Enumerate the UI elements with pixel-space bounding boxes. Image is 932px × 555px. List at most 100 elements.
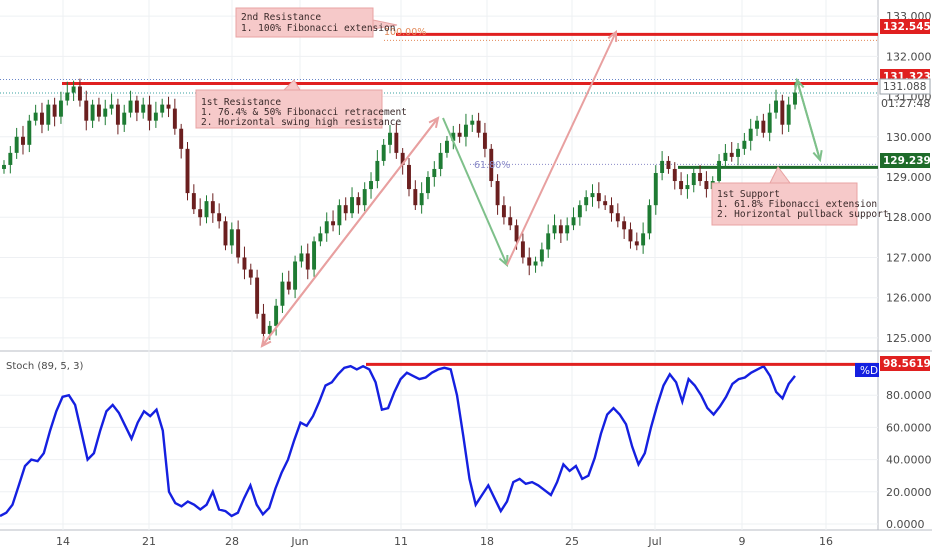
candle bbox=[596, 182, 601, 209]
level-tag-132545-text: 132.545 bbox=[883, 21, 931, 33]
price-tick-label: 129.000 bbox=[886, 171, 932, 184]
candle bbox=[400, 148, 405, 175]
candle bbox=[52, 97, 57, 127]
candle bbox=[337, 199, 342, 235]
stoch-title: Stoch (89, 5, 3) bbox=[6, 361, 83, 372]
candle bbox=[622, 216, 627, 239]
stochastic-panel bbox=[0, 362, 878, 518]
candle bbox=[647, 199, 652, 240]
candle bbox=[280, 272, 285, 313]
candle bbox=[21, 125, 25, 155]
candle bbox=[634, 232, 639, 251]
price-tick-label: 127.000 bbox=[886, 251, 932, 264]
candle bbox=[571, 207, 576, 231]
candle bbox=[318, 226, 323, 247]
candle bbox=[603, 195, 608, 210]
candle bbox=[58, 91, 63, 124]
candle bbox=[388, 124, 392, 154]
candle bbox=[729, 142, 734, 162]
annotation-1st-resistance-title: 1st Resistance bbox=[201, 97, 281, 108]
candle bbox=[210, 193, 215, 223]
candle bbox=[191, 184, 196, 215]
price-tick-label: 128.000 bbox=[886, 211, 932, 224]
candle bbox=[666, 156, 671, 174]
price-tick-label: 125.000 bbox=[886, 332, 932, 345]
annotation-1st-support-line2: 2. Horizontal pullback support bbox=[717, 209, 889, 220]
candle bbox=[198, 198, 203, 226]
candle bbox=[160, 98, 165, 118]
annotation-2nd-resistance-line1: 1. 100% Fibonacci extension bbox=[241, 23, 395, 34]
candle bbox=[723, 144, 728, 169]
candle bbox=[134, 95, 139, 122]
candle bbox=[476, 112, 481, 138]
candle bbox=[96, 97, 101, 122]
price-tick-label: 126.000 bbox=[886, 292, 932, 305]
candle bbox=[84, 90, 89, 131]
candlesticks bbox=[2, 78, 797, 343]
annotation-1st-support-title: 1st Support bbox=[717, 189, 780, 200]
candle bbox=[71, 80, 76, 101]
candle bbox=[115, 98, 120, 135]
candle bbox=[356, 192, 361, 214]
candle bbox=[698, 165, 703, 186]
candle bbox=[426, 171, 430, 200]
time-tick-label: 9 bbox=[739, 535, 746, 548]
annotation-2nd-resistance-title: 2nd Resistance bbox=[241, 12, 321, 23]
candle bbox=[128, 90, 133, 118]
candle bbox=[774, 89, 778, 119]
candle bbox=[109, 93, 114, 115]
time-tick-label: Jun bbox=[290, 535, 308, 548]
candle bbox=[255, 269, 260, 319]
candle bbox=[362, 182, 367, 212]
candle bbox=[375, 150, 380, 189]
price-tick-label: 132.000 bbox=[886, 50, 932, 63]
level-lines bbox=[0, 32, 878, 169]
candle bbox=[369, 172, 373, 199]
candle bbox=[419, 182, 424, 214]
candle bbox=[40, 102, 44, 134]
candle bbox=[653, 165, 658, 215]
candle bbox=[179, 123, 184, 159]
level-tag-129239: 129.239 bbox=[880, 153, 931, 168]
candle bbox=[90, 99, 95, 128]
fib-label-100: 100.00% bbox=[384, 27, 426, 38]
candle bbox=[46, 99, 51, 131]
stoch-tick-label: 40.0000 bbox=[886, 454, 932, 467]
candle bbox=[780, 94, 785, 135]
stoch-tick-label: 20.0000 bbox=[886, 486, 932, 499]
axes: 133.000132.000131.000130.000129.000128.0… bbox=[56, 10, 932, 548]
annotation-1st-support: 1st Support 1. 61.8% Fibonacci extension… bbox=[711, 166, 889, 226]
candle bbox=[685, 174, 690, 199]
candle bbox=[236, 220, 241, 264]
arrow-down-1-tail bbox=[260, 117, 439, 348]
candle bbox=[501, 196, 506, 225]
stoch-legend-badge bbox=[855, 363, 879, 377]
level-tag-129239-text: 129.239 bbox=[883, 155, 931, 167]
candle bbox=[660, 151, 665, 181]
candle bbox=[609, 197, 614, 222]
price-tick-label: 130.000 bbox=[886, 131, 932, 144]
time-tick-label: 25 bbox=[565, 535, 579, 548]
candle bbox=[217, 203, 222, 229]
grid bbox=[0, 0, 932, 531]
candle bbox=[590, 184, 595, 207]
candle bbox=[786, 96, 791, 132]
candle bbox=[641, 222, 646, 254]
candle bbox=[331, 210, 336, 232]
candle bbox=[584, 190, 589, 212]
time-tick-label: 18 bbox=[480, 535, 494, 548]
candle bbox=[736, 143, 741, 166]
stoch-tick-label: 60.0000 bbox=[886, 421, 932, 434]
candle bbox=[166, 96, 171, 118]
countdown-label: 01:27:48 bbox=[881, 97, 930, 110]
level-tag-132545: 132.545 bbox=[880, 19, 931, 34]
candle bbox=[533, 256, 538, 273]
candle bbox=[520, 233, 525, 264]
level-tag-131088-text: 131.088 bbox=[883, 81, 926, 93]
candle bbox=[103, 99, 108, 126]
candle bbox=[539, 242, 544, 267]
candle bbox=[27, 114, 32, 153]
candle bbox=[413, 180, 418, 210]
candle bbox=[33, 104, 38, 126]
time-tick-label: 28 bbox=[225, 535, 239, 548]
